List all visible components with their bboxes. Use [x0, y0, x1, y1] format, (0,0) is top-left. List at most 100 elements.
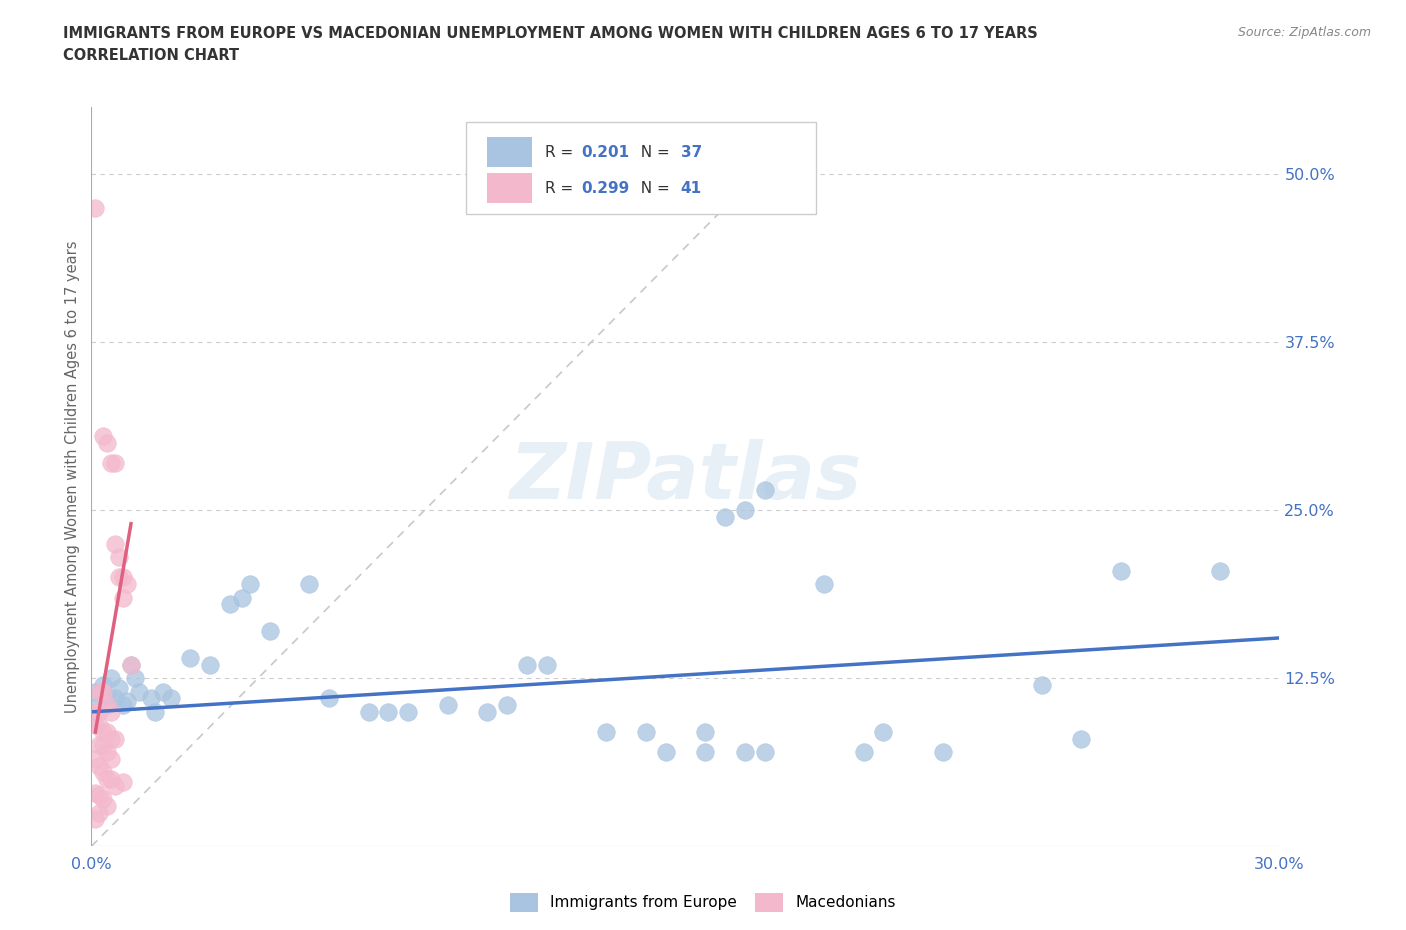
Text: 0.201: 0.201: [581, 145, 628, 160]
Point: [318, 691, 340, 706]
Point: [1109, 564, 1132, 578]
Point: [100, 671, 122, 685]
Point: [259, 624, 281, 639]
Text: N =: N =: [631, 180, 675, 196]
Point: [179, 651, 201, 666]
Point: [128, 684, 150, 699]
Point: [536, 658, 558, 672]
Point: [852, 745, 875, 760]
Point: [100, 731, 122, 746]
Point: [104, 456, 127, 471]
Point: [89, 718, 111, 733]
Point: [219, 597, 242, 612]
Point: [115, 577, 138, 591]
Point: [108, 680, 131, 695]
Point: [84, 751, 107, 766]
Point: [357, 704, 380, 719]
Text: 0.299: 0.299: [581, 180, 628, 196]
Point: [516, 658, 538, 672]
Point: [89, 738, 111, 753]
Point: [104, 537, 127, 551]
Text: CORRELATION CHART: CORRELATION CHART: [63, 48, 239, 63]
Point: [112, 775, 135, 790]
Point: [231, 591, 253, 605]
Point: [477, 704, 499, 719]
Point: [84, 718, 107, 733]
Point: [634, 724, 657, 739]
FancyBboxPatch shape: [486, 174, 531, 203]
Point: [89, 698, 111, 712]
Text: IMMIGRANTS FROM EUROPE VS MACEDONIAN UNEMPLOYMENT AMONG WOMEN WITH CHILDREN AGES: IMMIGRANTS FROM EUROPE VS MACEDONIAN UNE…: [63, 26, 1038, 41]
Point: [754, 483, 776, 498]
Point: [108, 570, 131, 585]
Point: [115, 694, 138, 709]
Point: [91, 764, 114, 779]
Point: [112, 698, 135, 712]
Legend: Immigrants from Europe, Macedonians: Immigrants from Europe, Macedonians: [505, 887, 901, 918]
Point: [100, 704, 122, 719]
Text: 41: 41: [681, 180, 702, 196]
Point: [120, 658, 142, 672]
Point: [104, 691, 127, 706]
Point: [84, 684, 107, 699]
Point: [695, 724, 717, 739]
Point: [89, 805, 111, 820]
Point: [96, 698, 118, 712]
Point: [100, 456, 122, 471]
Text: Source: ZipAtlas.com: Source: ZipAtlas.com: [1237, 26, 1371, 39]
Point: [1070, 731, 1092, 746]
Point: [96, 799, 118, 814]
Point: [654, 745, 676, 760]
Point: [108, 550, 131, 565]
Point: [754, 745, 776, 760]
Point: [595, 724, 617, 739]
Text: R =: R =: [546, 145, 578, 160]
Point: [96, 435, 118, 450]
Point: [112, 591, 135, 605]
Point: [91, 791, 114, 806]
Point: [139, 691, 162, 706]
Point: [96, 724, 118, 739]
Point: [695, 745, 717, 760]
FancyBboxPatch shape: [486, 138, 531, 167]
Point: [96, 691, 118, 706]
Point: [100, 772, 122, 787]
Point: [396, 704, 419, 719]
Point: [714, 510, 737, 525]
Point: [84, 704, 107, 719]
Point: [734, 503, 756, 518]
Point: [104, 731, 127, 746]
Point: [84, 812, 107, 827]
Text: N =: N =: [631, 145, 675, 160]
Point: [124, 671, 146, 685]
Point: [143, 704, 166, 719]
Point: [91, 724, 114, 739]
Point: [89, 788, 111, 803]
Point: [1031, 678, 1053, 693]
Point: [932, 745, 955, 760]
Point: [152, 684, 174, 699]
Point: [159, 691, 181, 706]
Point: [436, 698, 458, 712]
Point: [89, 704, 111, 719]
Point: [96, 772, 118, 787]
Point: [91, 684, 114, 699]
Point: [84, 785, 107, 800]
Point: [89, 684, 111, 699]
Point: [239, 577, 262, 591]
Point: [91, 429, 114, 444]
Text: ZIPatlas: ZIPatlas: [509, 439, 862, 514]
Point: [96, 745, 118, 760]
Point: [104, 778, 127, 793]
Point: [84, 200, 107, 215]
Point: [91, 738, 114, 753]
Point: [734, 745, 756, 760]
Point: [377, 704, 399, 719]
Point: [298, 577, 321, 591]
Point: [112, 570, 135, 585]
Text: 37: 37: [681, 145, 702, 160]
Y-axis label: Unemployment Among Women with Children Ages 6 to 17 years: Unemployment Among Women with Children A…: [65, 240, 80, 713]
Point: [813, 577, 835, 591]
Point: [1209, 564, 1232, 578]
Point: [91, 678, 114, 693]
